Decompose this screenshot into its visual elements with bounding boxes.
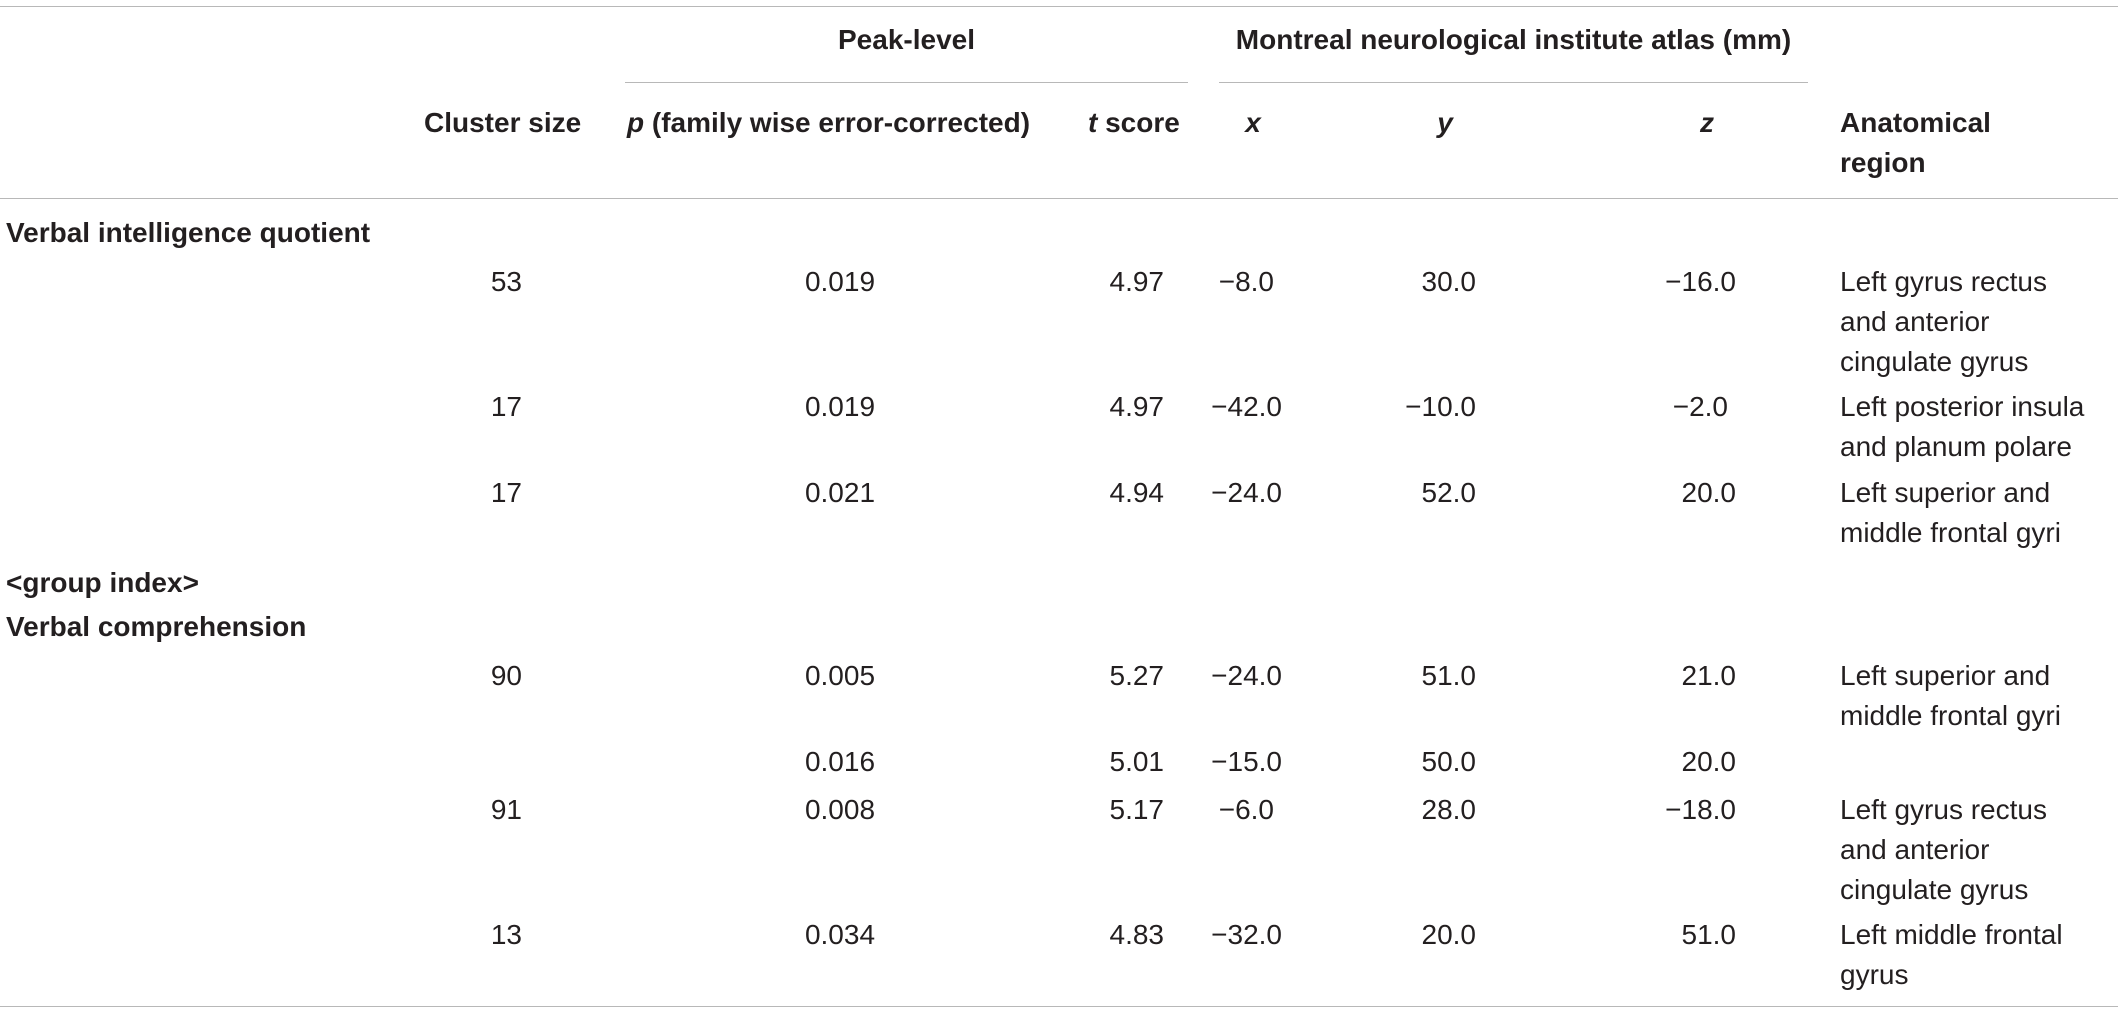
- section-title-verbal-comprehension: Verbal comprehension: [6, 611, 307, 642]
- region-cell: Left gyrus rectus and anterior cingulate…: [1840, 262, 2090, 382]
- cluster-cell: 90: [490, 660, 522, 691]
- region-line: cingulate gyrus: [1840, 346, 2029, 377]
- x-cell: −8.0: [1218, 266, 1274, 297]
- top-rule: [0, 6, 2118, 7]
- region-line: middle frontal gyri: [1840, 517, 2061, 548]
- t-cell: 5.27: [1109, 660, 1165, 691]
- x-cell: −6.0: [1218, 794, 1274, 825]
- region-line: and anterior: [1840, 306, 1990, 337]
- x-cell: −24.0: [1211, 477, 1282, 508]
- t-cell: 5.17: [1109, 794, 1165, 825]
- region-line: Left gyrus rectus: [1840, 266, 2047, 297]
- y-cell: 28.0: [1421, 794, 1477, 825]
- header-z: z: [1700, 107, 1714, 138]
- header-region-line2: region: [1840, 147, 1926, 178]
- header-p-rest: (family wise error-corrected): [644, 107, 1031, 138]
- mni-rule: [1219, 82, 1808, 83]
- region-cell: Left middle frontal gyrus: [1840, 915, 2090, 995]
- header-x: x: [1245, 107, 1261, 138]
- peak-level-rule: [625, 82, 1188, 83]
- t-cell: 4.97: [1109, 266, 1165, 297]
- header-p-value: p (family wise error-corrected): [627, 103, 1030, 143]
- y-cell: 30.0: [1421, 266, 1477, 297]
- y-cell: 20.0: [1421, 919, 1477, 950]
- region-cell: Left gyrus rectus and anterior cingulate…: [1840, 790, 2090, 910]
- header-anatomical-region: Anatomical region: [1840, 103, 2060, 183]
- region-line: middle frontal gyri: [1840, 700, 2061, 731]
- y-cell: 52.0: [1421, 477, 1477, 508]
- region-cell: Left superior and middle frontal gyri: [1840, 656, 2090, 736]
- t-cell: 5.01: [1109, 746, 1165, 777]
- z-cell: 20.0: [1681, 477, 1737, 508]
- z-cell: −18.0: [1665, 794, 1736, 825]
- section-title-verbal-iq: Verbal intelligence quotient: [6, 217, 371, 248]
- region-cell: Left superior and middle frontal gyri: [1840, 473, 2090, 553]
- header-t-score: t score: [1088, 103, 1180, 143]
- p-cell: 0.034: [804, 919, 876, 950]
- region-line: Left gyrus rectus: [1840, 794, 2047, 825]
- x-cell: −42.0: [1211, 391, 1282, 422]
- x-cell: −24.0: [1211, 660, 1282, 691]
- t-cell: 4.97: [1109, 391, 1165, 422]
- x-cell: −15.0: [1211, 746, 1282, 777]
- z-cell: −16.0: [1665, 266, 1736, 297]
- cluster-cell: 17: [490, 477, 522, 508]
- header-peak-level: Peak-level: [838, 24, 975, 55]
- p-cell: 0.016: [804, 746, 876, 777]
- region-line: and planum polare: [1840, 431, 2072, 462]
- group-index-label: <group index>: [6, 567, 199, 598]
- p-cell: 0.019: [804, 391, 876, 422]
- header-mni-atlas: Montreal neurological institute atlas (m…: [1235, 24, 1792, 55]
- region-line: Left posterior insula: [1840, 391, 2085, 422]
- region-cell: Left posterior insula and planum polare: [1840, 387, 2090, 467]
- cluster-cell: 53: [490, 266, 522, 297]
- region-line: gyrus: [1840, 959, 1909, 990]
- z-cell: 20.0: [1681, 746, 1737, 777]
- y-cell: −10.0: [1405, 391, 1476, 422]
- header-bottom-rule: [0, 198, 2118, 199]
- y-cell: 51.0: [1421, 660, 1477, 691]
- header-t-rest: score: [1097, 107, 1180, 138]
- z-cell: 21.0: [1681, 660, 1737, 691]
- bottom-rule: [0, 1006, 2118, 1007]
- t-cell: 4.83: [1109, 919, 1165, 950]
- header-t-letter: t: [1088, 107, 1098, 138]
- z-cell: 51.0: [1681, 919, 1737, 950]
- header-y: y: [1437, 107, 1453, 138]
- x-cell: −32.0: [1211, 919, 1282, 950]
- region-line: cingulate gyrus: [1840, 874, 2029, 905]
- p-cell: 0.021: [804, 477, 876, 508]
- header-cluster-size: Cluster size: [424, 107, 582, 138]
- p-cell: 0.005: [804, 660, 876, 691]
- t-cell: 4.94: [1109, 477, 1165, 508]
- y-cell: 50.0: [1421, 746, 1477, 777]
- region-line: and anterior: [1840, 834, 1990, 865]
- cluster-cell: 13: [490, 919, 522, 950]
- header-region-line1: Anatomical: [1840, 107, 1991, 138]
- p-cell: 0.008: [804, 794, 876, 825]
- region-line: Left superior and: [1840, 477, 2051, 508]
- cluster-cell: 17: [490, 391, 522, 422]
- p-cell: 0.019: [804, 266, 876, 297]
- region-line: Left superior and: [1840, 660, 2051, 691]
- region-line: Left middle frontal: [1840, 919, 2063, 950]
- cluster-cell: 91: [490, 794, 522, 825]
- z-cell: −2.0: [1672, 391, 1728, 422]
- header-p-letter: p: [627, 107, 645, 138]
